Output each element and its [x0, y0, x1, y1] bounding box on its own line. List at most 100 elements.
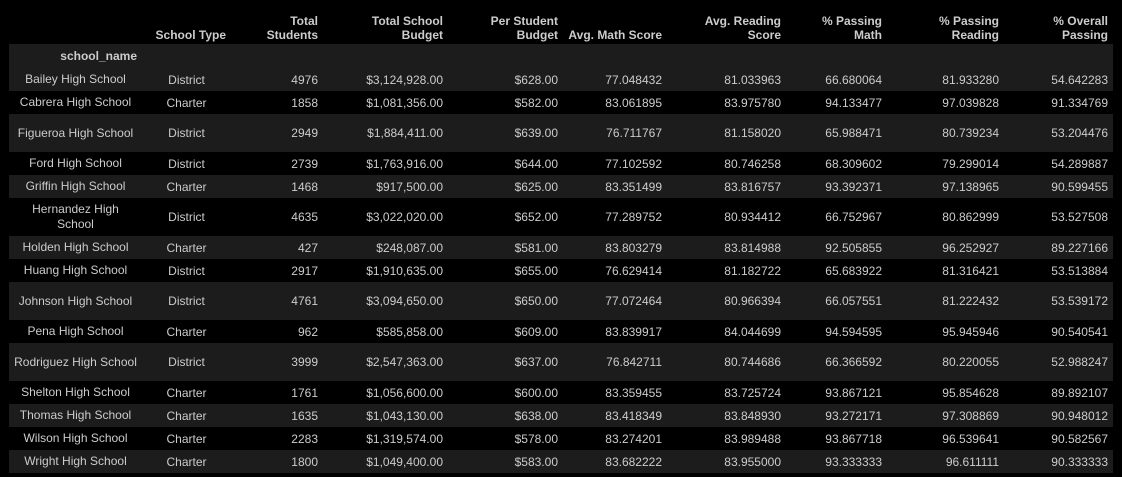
table-row: Wilson High School Charter 2283 $1,319,574.…: [9, 427, 1113, 450]
table-row: Holden High School Charter 427 $248,087.00 $…: [9, 236, 1113, 259]
school-type-cell: District: [168, 156, 205, 171]
passing-reading-cell: 95.945946: [942, 324, 999, 339]
school-name-cell: Holden High School: [22, 240, 129, 254]
passing-math-cell: 93.867718: [825, 431, 882, 446]
total-budget-cell: $917,500.00: [376, 179, 443, 194]
passing-math-cell: 93.333333: [825, 454, 882, 469]
per-student-budget-cell: $609.00: [514, 324, 558, 339]
index-header-blank: [448, 44, 563, 68]
overall-passing-cell: 54.642283: [1051, 72, 1108, 87]
passing-reading-cell: 79.299014: [942, 156, 999, 171]
avg-reading-cell: 83.816757: [724, 179, 781, 194]
per-student-budget-cell: $582.00: [514, 95, 558, 110]
passing-reading-cell: 80.862999: [942, 210, 999, 224]
school-name-cell: Figueroa High School: [17, 125, 134, 140]
passing-reading-cell: 96.252927: [942, 240, 999, 255]
avg-reading-cell: 84.044699: [724, 324, 781, 339]
total-students-cell: 2283: [291, 431, 318, 446]
avg-reading-cell: 83.814988: [724, 240, 781, 255]
per-student-budget-cell: $638.00: [514, 408, 558, 423]
total-budget-cell: $248,087.00: [376, 240, 443, 255]
avg-math-cell: 77.289752: [605, 210, 662, 224]
school-name-cell: Hernandez High School: [32, 202, 119, 231]
overall-passing-cell: 90.540541: [1051, 324, 1108, 339]
total-budget-cell: $3,124,928.00: [366, 72, 443, 87]
avg-reading-cell: 83.975780: [724, 95, 781, 110]
school-name-cell: Thomas High School: [19, 408, 132, 422]
column-header-total-students: Total Students: [266, 14, 318, 42]
column-header-per-student-budget: Per Student Budget: [490, 14, 558, 42]
avg-math-cell: 76.711767: [606, 126, 662, 140]
index-header-blank: [887, 44, 1004, 68]
table-row: Shelton High School Charter 1761 $1,056,600…: [9, 381, 1113, 404]
passing-math-cell: 66.680064: [825, 72, 882, 87]
total-students-cell: 3999: [291, 355, 318, 369]
passing-reading-cell: 81.933280: [942, 72, 999, 87]
overall-passing-cell: 52.988247: [1051, 355, 1108, 369]
table-row: Wright High School Charter 1800 $1,049,400.…: [9, 450, 1113, 473]
column-header-row: School Type Total Students Total School …: [9, 8, 1113, 44]
passing-math-cell: 94.594595: [825, 324, 882, 339]
school-name-cell: Pena High School: [27, 324, 124, 338]
overall-passing-cell: 91.334769: [1051, 95, 1108, 110]
avg-math-cell: 83.682222: [605, 454, 662, 469]
avg-math-cell: 83.061895: [605, 95, 662, 110]
passing-math-cell: 93.272171: [825, 408, 882, 423]
total-budget-cell: $1,081,356.00: [366, 95, 443, 110]
passing-reading-cell: 80.220055: [942, 355, 999, 369]
avg-math-cell: 83.274201: [605, 431, 662, 446]
column-header-passing-reading: % Passing Reading: [938, 14, 999, 42]
overall-passing-cell: 54.289887: [1051, 156, 1108, 171]
overall-passing-cell: 89.892107: [1051, 385, 1108, 400]
avg-math-cell: 83.803279: [605, 240, 662, 255]
passing-math-cell: 66.366592: [825, 355, 882, 369]
school-name-cell: Wright High School: [24, 454, 127, 468]
passing-reading-cell: 81.222432: [942, 294, 999, 308]
passing-math-cell: 66.057551: [825, 294, 882, 308]
total-students-cell: 4976: [291, 72, 318, 87]
school-name-cell: Cabrera High School: [19, 95, 132, 109]
avg-reading-cell: 81.033963: [724, 72, 781, 87]
table-row: Hernandez High School District 4635 $3,022,…: [9, 198, 1113, 236]
school-type-cell: Charter: [166, 324, 207, 339]
overall-passing-cell: 53.513884: [1051, 263, 1108, 278]
table-body: Bailey High School District 4976 $3,124,928…: [9, 68, 1113, 473]
per-student-budget-cell: $581.00: [514, 240, 558, 255]
school-type-cell: Charter: [166, 240, 207, 255]
column-header-overall-passing: % Overall Passing: [1053, 14, 1108, 42]
index-header-blank: [231, 44, 323, 68]
table-row: Pena High School Charter 962 $585,858.00 $60…: [9, 320, 1113, 343]
total-students-cell: 1858: [291, 95, 318, 110]
total-students-cell: 4635: [291, 210, 318, 224]
column-header-passing-math: % Passing Math: [821, 14, 882, 42]
per-student-budget-cell: $583.00: [514, 454, 558, 469]
index-header-blank: [323, 44, 448, 68]
passing-reading-cell: 97.138965: [942, 179, 999, 194]
passing-math-cell: 68.309602: [825, 156, 882, 171]
table-row: Johnson High School District 4761 $3,094,65…: [9, 282, 1113, 320]
table-row: Griffin High School Charter 1468 $917,500.0…: [9, 175, 1113, 198]
passing-math-cell: 93.392371: [825, 179, 882, 194]
overall-passing-cell: 90.333333: [1051, 454, 1108, 469]
overall-passing-cell: 89.227166: [1051, 240, 1108, 255]
overall-passing-cell: 90.948012: [1051, 408, 1108, 423]
per-student-budget-cell: $628.00: [514, 72, 558, 87]
column-header-total-school-budget: Total School Budget: [371, 14, 443, 42]
corner-header: [9, 8, 142, 44]
avg-math-cell: 76.842711: [606, 355, 662, 369]
passing-reading-cell: 96.611111: [945, 454, 999, 469]
total-budget-cell: $2,547,363.00: [366, 355, 443, 369]
passing-reading-cell: 96.539641: [942, 431, 999, 446]
school-type-cell: District: [168, 294, 205, 308]
table-row: Cabrera High School Charter 1858 $1,081,356…: [9, 91, 1113, 114]
total-students-cell: 427: [297, 240, 318, 255]
table-row: Ford High School District 2739 $1,763,916.0…: [9, 152, 1113, 175]
school-summary-table: School Type Total Students Total School …: [9, 8, 1113, 473]
passing-math-cell: 66.752967: [825, 210, 882, 224]
avg-reading-cell: 80.746258: [724, 156, 781, 171]
passing-reading-cell: 97.039828: [942, 95, 999, 110]
avg-reading-cell: 81.158020: [724, 126, 781, 140]
per-student-budget-cell: $655.00: [514, 263, 558, 278]
index-header-row: school_name: [9, 44, 1113, 68]
